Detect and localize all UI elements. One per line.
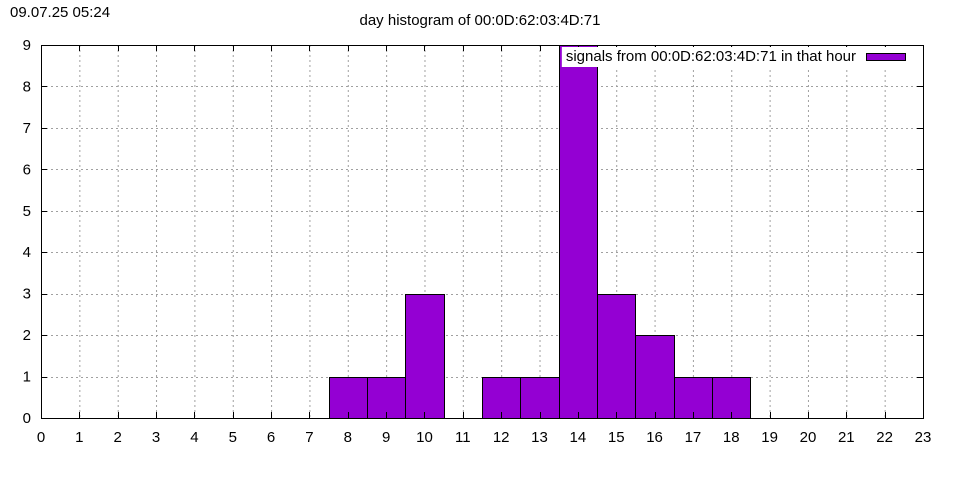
x-tick-label: 22 [876,429,893,446]
x-tick-label: 3 [152,429,160,446]
x-tick-label: 19 [761,429,778,446]
legend-label: signals from 00:0D:62:03:4D:71 in that h… [566,48,856,65]
x-tick-label: 5 [229,429,237,446]
x-tick-label: 4 [190,429,198,446]
y-tick-label: 7 [23,120,31,137]
histogram-bar [367,377,406,419]
timestamp: 09.07.25 05:24 [10,4,111,21]
y-tick-label: 6 [23,161,31,178]
grid [41,45,923,418]
x-tick-label: 1 [75,429,83,446]
x-tick-label: 20 [800,429,817,446]
legend: signals from 00:0D:62:03:4D:71 in that h… [561,47,912,67]
legend-swatch [866,53,906,61]
x-tick-label: 15 [608,429,625,446]
y-tick-label: 4 [23,244,31,261]
x-tick-label: 23 [915,429,932,446]
x-tick-label: 14 [570,429,587,446]
histogram-bar [405,294,445,419]
x-tick-label: 17 [685,429,702,446]
chart-title: day histogram of 00:0D:62:03:4D:71 [359,12,601,29]
x-tick-label: 8 [344,429,352,446]
plot-border [41,45,924,419]
x-tick-label: 21 [838,429,855,446]
x-tick-label: 9 [382,429,390,446]
x-tick-label: 18 [723,429,740,446]
x-tick-label: 11 [455,429,471,446]
tick-labels: 0 1 2 3 4 5 6 7 8 9 10 11 12 13 14 15 16 17 18 19 20 21 22 2301… [23,37,932,446]
y-tick-label: 3 [23,286,31,303]
x-tick-label: 16 [646,429,663,446]
histogram-bar [597,294,636,419]
y-tick-label: 0 [23,410,31,427]
histogram-bar [712,377,751,419]
x-tick-label: 6 [267,429,275,446]
y-tick-label: 9 [23,37,31,54]
y-tick-label: 1 [23,369,31,386]
histogram-bar [635,335,675,419]
legend-background [561,47,912,67]
x-tick-label: 0 [37,429,45,446]
y-tick-label: 5 [23,203,31,220]
x-tick-label: 13 [531,429,548,446]
x-tick-label: 12 [493,429,510,446]
x-tick-label: 10 [416,429,433,446]
y-tick-label: 8 [23,78,31,95]
x-tick-label: 7 [305,429,313,446]
ticks [41,45,924,419]
histogram-bar [482,377,521,419]
y-tick-label: 2 [23,327,31,344]
histogram-bar [559,45,598,419]
x-tick-label: 2 [114,429,122,446]
